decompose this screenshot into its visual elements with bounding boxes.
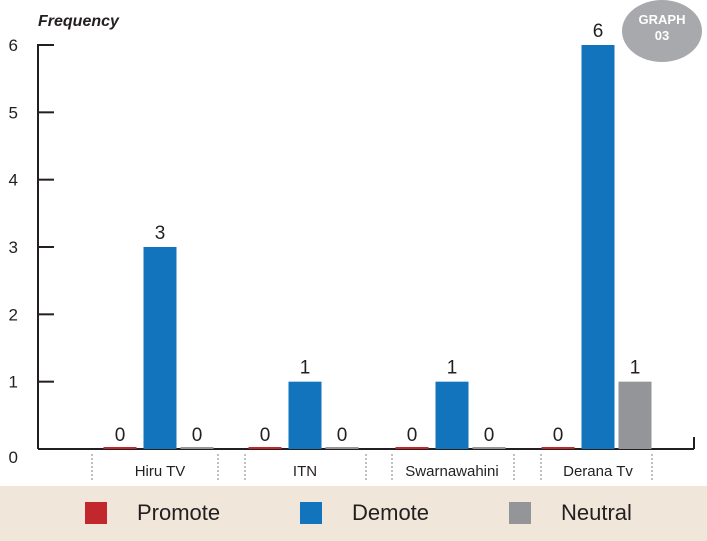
y-tick-label: 0 — [9, 448, 18, 467]
graph-badge-line1: GRAPH — [638, 12, 686, 27]
y-tick-label: 1 — [9, 373, 18, 392]
category-label: ITN — [293, 463, 317, 480]
bar-neutral — [180, 447, 214, 449]
data-label: 0 — [192, 425, 203, 446]
legend-label-promote: Promote — [137, 500, 221, 525]
y-tick-label: 3 — [9, 238, 18, 257]
category-label: Swarnawahini — [405, 463, 498, 480]
bar-promote — [103, 447, 137, 449]
data-label: 3 — [155, 223, 166, 244]
y-tick-label: 2 — [9, 305, 18, 324]
bar-demote — [288, 381, 322, 449]
legend-label-demote: Demote — [352, 500, 430, 525]
bar-demote — [581, 45, 615, 449]
legend-swatch-promote — [85, 502, 107, 524]
y-tick-label: 4 — [9, 171, 18, 190]
bar-neutral — [618, 381, 652, 449]
bar-promote — [248, 447, 282, 449]
y-tick-label: 6 — [9, 36, 18, 55]
bar-demote — [435, 381, 469, 449]
data-label: 6 — [593, 21, 604, 42]
data-label: 0 — [260, 425, 271, 446]
graph-badge-line2: 03 — [654, 28, 670, 43]
data-label: 0 — [553, 425, 564, 446]
legend-swatch-demote — [300, 502, 322, 524]
legend-label-neutral: Neutral — [561, 500, 632, 525]
data-label: 0 — [115, 425, 126, 446]
category-label: Derana Tv — [563, 463, 633, 480]
legend: Promote Demote Neutral — [0, 486, 707, 541]
data-label: 0 — [407, 425, 418, 446]
bar-demote — [143, 247, 177, 449]
data-label: 0 — [484, 425, 495, 446]
category-label: Hiru TV — [135, 463, 186, 480]
data-label: 1 — [300, 358, 311, 379]
data-label: 1 — [630, 358, 641, 379]
chart-area: 0 1 2 3 4 5 6 Frequency Hiru TV 0 3 0 ITN 0 1 0 Swarnawa… — [9, 13, 695, 481]
data-label: 0 — [337, 425, 348, 446]
y-axis-title: Frequency — [38, 13, 120, 30]
legend-swatch-neutral — [509, 502, 531, 524]
bar-promote — [541, 447, 575, 449]
graph-badge: GRAPH 03 — [622, 0, 702, 62]
bar-neutral — [472, 447, 506, 449]
bar-neutral — [325, 447, 359, 449]
y-tick-label: 5 — [9, 103, 18, 122]
bar-promote — [395, 447, 429, 449]
data-label: 1 — [447, 358, 458, 379]
